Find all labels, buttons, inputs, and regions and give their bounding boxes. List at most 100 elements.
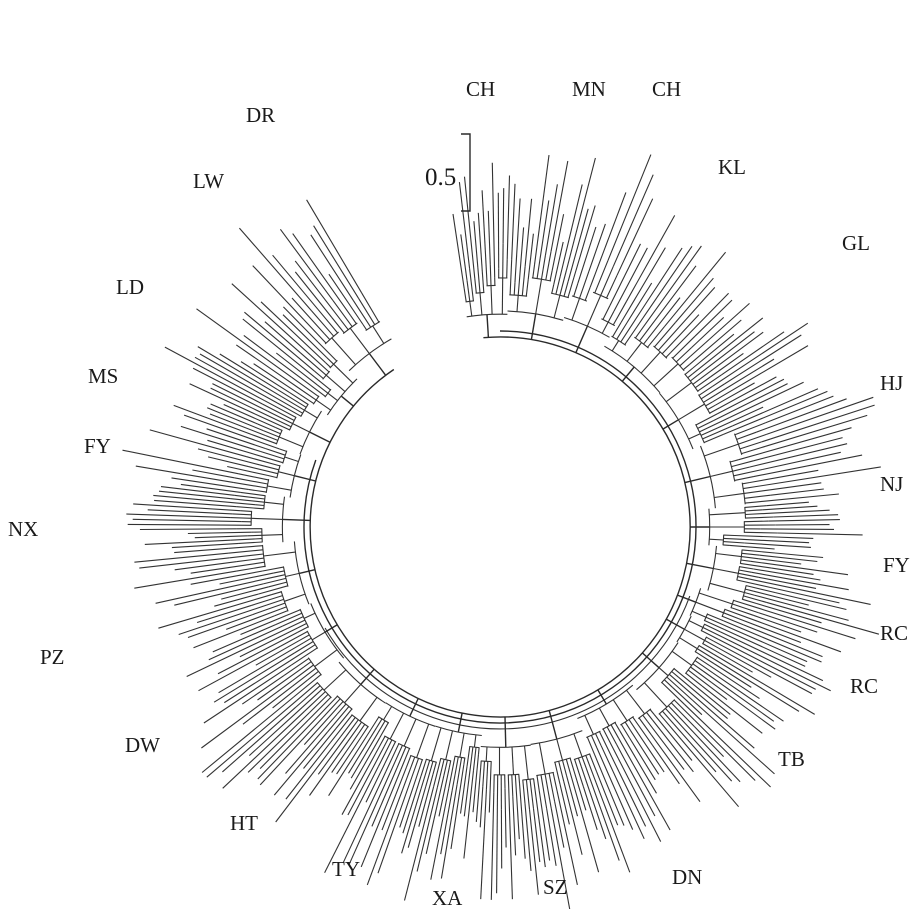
tree-branch bbox=[274, 610, 289, 617]
tree-branch bbox=[243, 334, 311, 386]
tree-branch bbox=[736, 431, 757, 440]
tree-branch bbox=[134, 570, 237, 589]
tree-branch bbox=[240, 614, 287, 636]
tree-branch bbox=[244, 311, 315, 372]
tree-branch bbox=[433, 758, 442, 787]
tree-branch bbox=[766, 396, 874, 435]
clade-label-hj: HJ bbox=[880, 371, 903, 395]
tree-branch bbox=[582, 786, 598, 830]
tree-branch bbox=[641, 652, 660, 669]
tree-arc bbox=[265, 478, 270, 493]
tree-branch bbox=[666, 676, 694, 701]
tree-branch bbox=[154, 499, 237, 508]
tree-branch bbox=[743, 595, 767, 603]
tree-branch bbox=[512, 796, 517, 856]
tree-branch bbox=[756, 607, 856, 640]
tree-branch bbox=[385, 743, 400, 773]
tree-branch bbox=[701, 630, 719, 640]
tree-branch bbox=[697, 374, 722, 392]
tree-branch bbox=[742, 598, 757, 604]
tree-branch bbox=[327, 392, 338, 402]
tree-branch bbox=[535, 796, 546, 868]
tree-branch bbox=[309, 431, 331, 443]
tree-arc bbox=[611, 335, 627, 346]
tree-branch bbox=[678, 287, 716, 328]
tree-branch bbox=[661, 682, 685, 705]
tree-branch bbox=[335, 708, 353, 729]
tree-branch bbox=[260, 301, 326, 364]
tree-branch bbox=[681, 739, 740, 808]
tree-branch bbox=[626, 342, 643, 362]
tree-branch bbox=[653, 714, 693, 761]
tree-branch bbox=[332, 300, 353, 328]
tree-branch bbox=[698, 645, 714, 655]
tree-branch bbox=[158, 594, 272, 629]
tree-branch bbox=[600, 745, 645, 840]
tree-branch bbox=[535, 279, 543, 314]
tree-branch bbox=[692, 317, 764, 375]
tree-branch bbox=[187, 614, 253, 639]
tree-branch bbox=[264, 501, 284, 505]
tree-branch bbox=[506, 175, 511, 260]
tree-branch bbox=[313, 225, 360, 299]
tree-branch bbox=[325, 356, 334, 365]
tree-branch bbox=[538, 742, 546, 775]
tree-branch bbox=[744, 531, 778, 534]
tree-branch bbox=[314, 649, 338, 668]
tree-branch bbox=[252, 602, 286, 616]
tree-branch bbox=[743, 489, 770, 494]
tree-branch bbox=[740, 562, 772, 569]
tree-branch bbox=[198, 645, 281, 692]
scale-bar-label: 0.5 bbox=[425, 164, 456, 191]
tree-branch bbox=[212, 383, 269, 412]
tree-branch bbox=[688, 433, 701, 440]
tree-branch bbox=[158, 490, 231, 500]
tree-arc bbox=[299, 410, 322, 455]
tree-branch bbox=[267, 485, 292, 491]
tree-branch bbox=[756, 493, 839, 503]
tree-branch bbox=[712, 653, 815, 715]
tree-branch bbox=[642, 245, 693, 319]
tree-branch bbox=[425, 775, 445, 855]
clade-label-pz: PZ bbox=[40, 645, 65, 669]
tree-branch bbox=[712, 345, 809, 403]
tree-branch bbox=[703, 433, 724, 444]
tree-arc bbox=[469, 745, 480, 749]
tree-branch bbox=[573, 733, 583, 757]
tree-branch bbox=[276, 402, 302, 417]
tree-branch bbox=[624, 721, 632, 732]
tree-branch bbox=[612, 174, 654, 267]
tree-branch bbox=[742, 549, 776, 554]
tree-arc bbox=[586, 730, 601, 739]
tree-branch bbox=[594, 754, 625, 826]
tree-branch bbox=[361, 292, 380, 323]
tree-branch bbox=[281, 396, 305, 411]
tree-arc bbox=[577, 684, 634, 720]
tree-branch bbox=[745, 516, 774, 519]
tree-branch bbox=[389, 745, 403, 774]
tree-branch bbox=[666, 314, 700, 349]
tree-branch bbox=[598, 707, 610, 727]
tree-branch bbox=[262, 566, 284, 572]
clade-label-rc-2: RC bbox=[850, 674, 878, 698]
tree-branch bbox=[294, 271, 333, 318]
tree-branch bbox=[153, 494, 256, 506]
tree-branch bbox=[577, 757, 582, 767]
tree-branch bbox=[240, 510, 252, 512]
tree-branch bbox=[486, 274, 488, 286]
tree-branch bbox=[639, 314, 660, 342]
tree-branch bbox=[487, 210, 491, 265]
tree-branch bbox=[569, 757, 575, 773]
tree-branch bbox=[625, 215, 676, 302]
tree-branch bbox=[712, 672, 784, 722]
tree-arc bbox=[700, 623, 706, 632]
tree-branch bbox=[460, 234, 468, 281]
tree-branch bbox=[745, 588, 754, 592]
tree-branch bbox=[259, 716, 324, 786]
clade-label-mn: MN bbox=[572, 77, 606, 101]
tree-branch bbox=[638, 717, 652, 736]
tree-branch bbox=[201, 696, 295, 773]
tree-arc bbox=[689, 588, 702, 616]
tree-branch bbox=[518, 783, 526, 859]
tree-branch bbox=[273, 570, 285, 574]
